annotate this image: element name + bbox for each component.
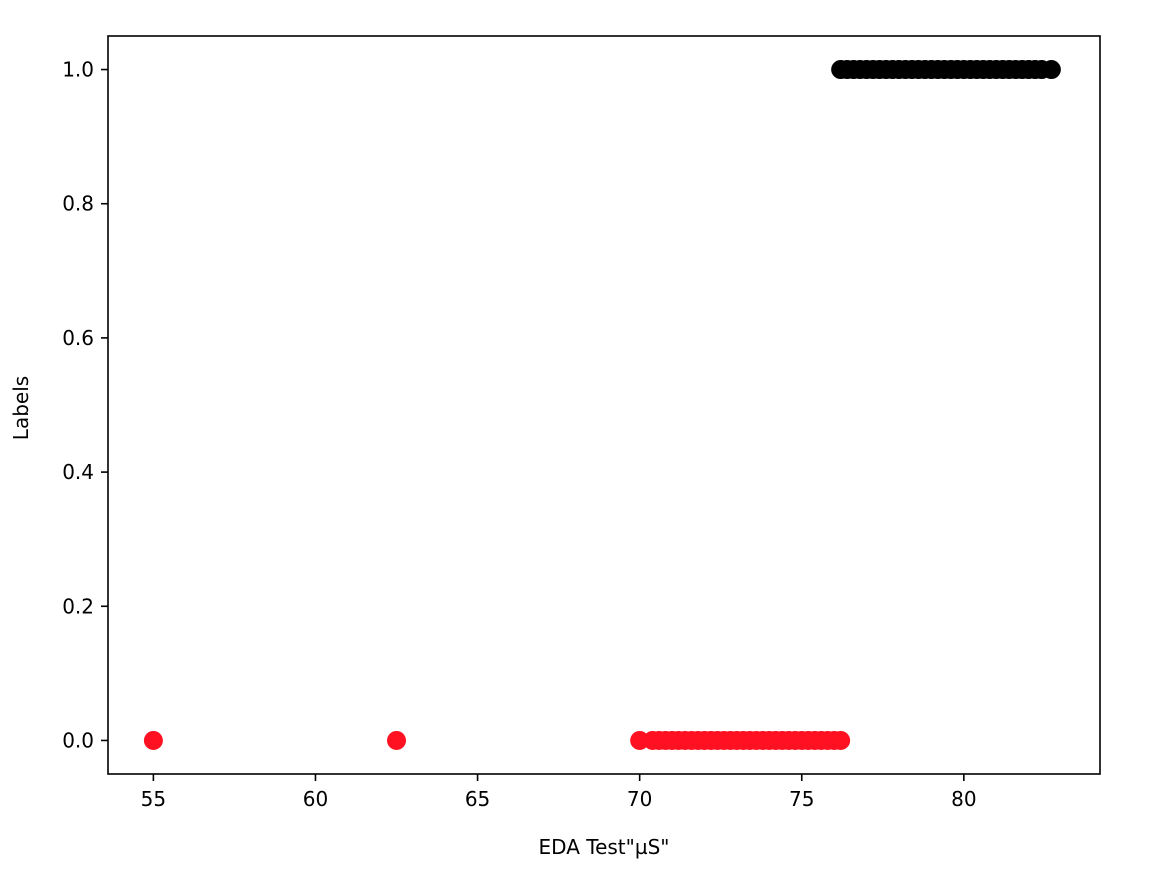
scatter-point-s0-32 [831, 730, 851, 750]
scatter-point-s1-32 [1041, 60, 1061, 80]
y-tick-label-5: 1.0 [62, 58, 94, 82]
x-axis-ticks: 55 60 65 70 75 80 [141, 774, 977, 811]
y-axis-ticks: 0.0 0.2 0.4 0.6 0.8 1.0 [62, 58, 108, 752]
y-tick-label-0: 0.0 [62, 728, 94, 752]
scatter-point-s0-1 [387, 730, 407, 750]
x-tick-label-5: 80 [951, 787, 976, 811]
plot-area-frame [107, 35, 1101, 775]
x-axis-label: EDA Test"µS" [539, 835, 670, 859]
x-tick-label-4: 75 [789, 787, 814, 811]
x-tick-label-1: 60 [303, 787, 328, 811]
scatter-point-s0-0 [143, 730, 163, 750]
y-tick-label-1: 0.2 [62, 594, 94, 618]
data-points [143, 60, 1061, 750]
y-axis-label: Labels [9, 376, 33, 440]
y-tick-label-3: 0.6 [62, 326, 94, 350]
x-tick-label-3: 70 [627, 787, 652, 811]
y-tick-label-4: 0.8 [62, 192, 94, 216]
x-tick-label-0: 55 [141, 787, 166, 811]
y-tick-label-2: 0.4 [62, 460, 94, 484]
x-tick-label-2: 65 [465, 787, 490, 811]
